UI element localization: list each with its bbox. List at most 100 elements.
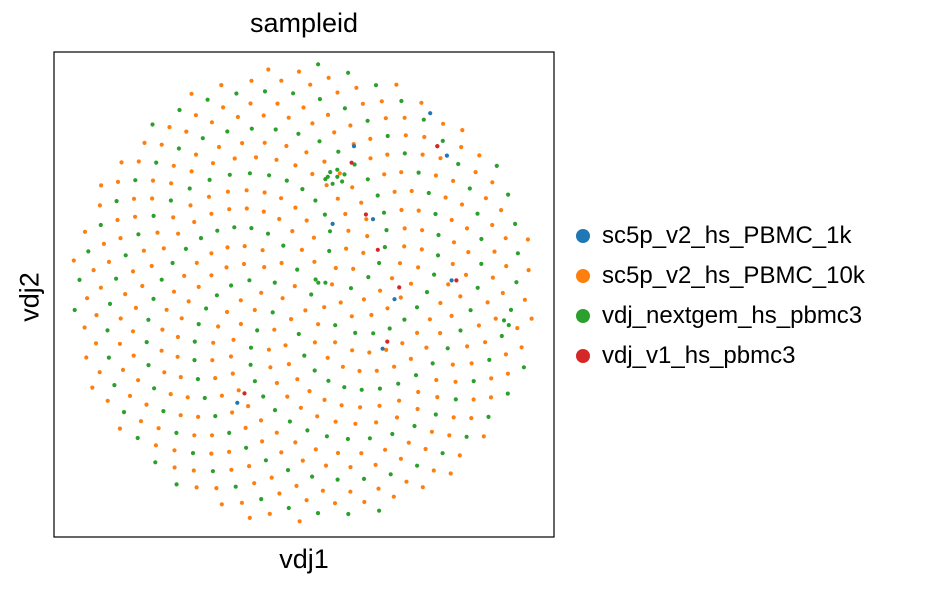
scatter-point: [325, 112, 331, 117]
scatter-point: [301, 105, 306, 110]
scatter-point: [277, 491, 282, 496]
scatter-point: [117, 341, 122, 346]
scatter-point: [490, 222, 495, 228]
scatter-point: [365, 234, 370, 239]
scatter-point: [77, 277, 82, 282]
scatter-point: [359, 200, 364, 205]
scatter-point: [190, 451, 196, 456]
scatter-point: [252, 481, 257, 486]
scatter-point: [146, 363, 151, 368]
scatter-point: [415, 406, 420, 412]
scatter-point: [159, 277, 164, 282]
scatter-point: [178, 413, 183, 418]
scatter-point: [260, 439, 265, 444]
scatter-point: [375, 193, 380, 198]
scatter-point: [91, 268, 96, 273]
scatter-point: [377, 260, 382, 266]
scatter-point: [156, 426, 161, 431]
scatter-point: [323, 177, 328, 182]
scatter-point: [168, 198, 173, 203]
scatter-point: [291, 91, 296, 96]
scatter-point: [118, 316, 123, 321]
scatter-point: [399, 98, 404, 104]
scatter-point: [219, 502, 224, 507]
scatter-point: [133, 214, 138, 219]
scatter-point: [494, 163, 499, 168]
scatter-point: [464, 434, 469, 439]
scatter-point: [219, 83, 224, 88]
scatter-point: [483, 196, 488, 201]
scatter-point: [434, 377, 439, 383]
scatter-point: [162, 370, 167, 375]
legend-label: vdj_v1_hs_pbmc3: [602, 342, 796, 369]
scatter-point: [402, 226, 407, 231]
scatter-point: [283, 343, 288, 348]
scatter-point: [378, 288, 383, 293]
scatter-point: [286, 362, 291, 367]
scatter-point: [240, 141, 245, 146]
scatter-point: [262, 89, 268, 94]
scatter-point: [115, 217, 120, 223]
scatter-point: [249, 78, 254, 83]
scatter-point: [361, 250, 366, 255]
scatter-point: [450, 261, 455, 267]
scatter-point: [118, 236, 123, 241]
scatter-point: [98, 285, 103, 290]
scatter-point: [146, 317, 151, 322]
scatter-point: [195, 377, 200, 382]
scatter-point: [335, 450, 341, 456]
scatter-point: [348, 465, 353, 470]
scatter-point: [465, 344, 470, 349]
scatter-point: [529, 316, 534, 321]
scatter-point: [353, 330, 358, 335]
scatter-point: [227, 449, 232, 454]
scatter-point: [200, 136, 205, 141]
scatter-point: [333, 323, 338, 328]
scatter-point: [133, 305, 138, 310]
scatter-point: [298, 405, 303, 410]
scatter-point: [385, 133, 390, 139]
scatter-point: [483, 340, 488, 345]
scatter-point: [435, 395, 440, 400]
scatter-point: [427, 317, 432, 322]
scatter-point: [312, 368, 317, 373]
scatter-point: [374, 420, 379, 425]
scatter-point: [383, 116, 388, 121]
scatter-point: [279, 260, 284, 266]
scatter-point: [263, 458, 268, 463]
scatter-point: [159, 348, 164, 353]
scatter-point: [525, 237, 531, 242]
scatter-point: [359, 451, 364, 456]
scatter-point: [435, 144, 440, 149]
scatter-point: [377, 386, 382, 391]
scatter-point: [179, 316, 184, 321]
scatter-point: [413, 373, 419, 378]
scatter-point: [281, 243, 286, 248]
scatter-point: [374, 368, 379, 373]
scatter-point: [94, 313, 99, 318]
scatter-point: [368, 136, 373, 141]
scatter-point: [121, 410, 127, 415]
scatter-point: [106, 259, 112, 264]
scatter-point: [449, 217, 454, 223]
scatter-point: [399, 170, 404, 175]
legend-item: vdj_v1_hs_pbmc3: [576, 336, 865, 376]
scatter-point: [196, 414, 201, 419]
scatter-point: [467, 186, 472, 191]
scatter-point: [112, 383, 117, 388]
scatter-point: [385, 306, 390, 311]
scatter-point: [231, 337, 236, 342]
scatter-point: [224, 265, 229, 270]
scatter-point: [304, 498, 309, 503]
scatter-point: [469, 416, 474, 421]
scatter-point: [506, 192, 511, 197]
scatter-point: [364, 217, 369, 222]
scatter-point: [114, 199, 119, 204]
scatter-point: [120, 367, 126, 372]
scatter-point: [522, 297, 528, 302]
scatter-point: [385, 152, 390, 157]
scatter-point: [265, 231, 271, 236]
scatter-point: [178, 375, 183, 380]
scatter-point: [192, 433, 197, 438]
scatter-point: [382, 245, 387, 250]
